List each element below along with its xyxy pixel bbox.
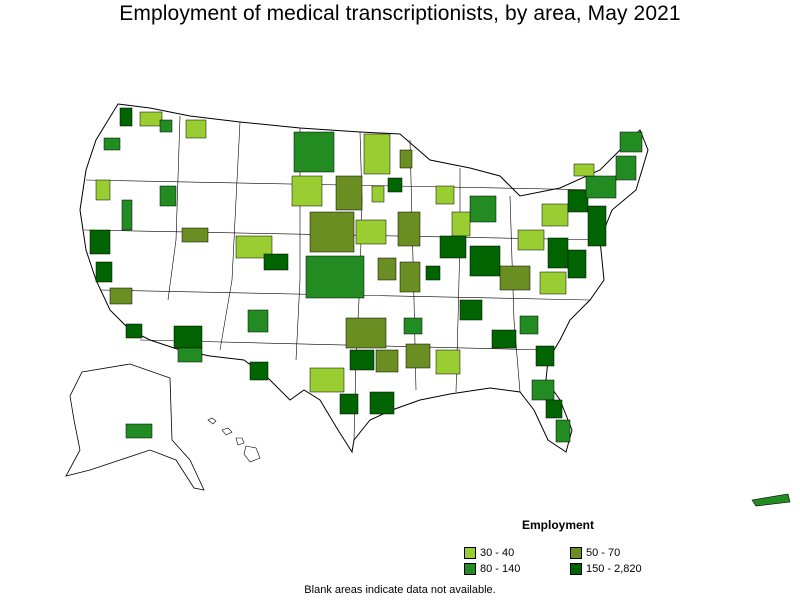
legend-item-50-70: 50 - 70	[570, 547, 620, 559]
area	[159, 185, 177, 207]
area	[103, 137, 121, 151]
area	[173, 325, 203, 349]
area	[355, 219, 387, 245]
legend-swatch	[570, 547, 582, 559]
area	[263, 253, 289, 271]
legend-item-30-40: 30 - 40	[464, 547, 514, 559]
area	[181, 227, 209, 243]
area	[403, 317, 423, 335]
map-title: Employment of medical transcriptionists,…	[119, 2, 681, 25]
area	[439, 235, 467, 259]
area	[109, 287, 133, 305]
area	[435, 185, 455, 205]
area	[309, 367, 345, 393]
area	[125, 323, 143, 339]
area	[619, 131, 643, 153]
area	[387, 177, 403, 193]
area	[567, 189, 589, 213]
area	[547, 237, 569, 269]
area	[89, 229, 111, 255]
area	[121, 199, 133, 231]
area	[587, 205, 607, 247]
area	[491, 329, 517, 349]
area	[363, 133, 391, 175]
legend-label: 50 - 70	[586, 547, 621, 559]
area	[377, 257, 397, 281]
legend-label: 30 - 40	[480, 547, 515, 559]
area	[399, 261, 421, 293]
legend-title: Employment	[522, 518, 595, 532]
area	[139, 111, 163, 127]
footnote: Blank areas indicate data not available.	[304, 584, 496, 596]
puerto-rico-outline	[751, 493, 791, 507]
area	[425, 265, 441, 281]
area	[545, 399, 563, 419]
area	[573, 163, 595, 177]
area	[291, 175, 323, 207]
area	[335, 175, 363, 211]
legend-swatch	[464, 563, 476, 575]
area	[309, 211, 355, 253]
legend-item-150-2820: 150 - 2,820	[570, 563, 642, 575]
legend-item-80-140: 80 - 140	[464, 563, 520, 575]
area	[397, 211, 421, 247]
area	[293, 131, 335, 173]
area	[405, 343, 431, 369]
area	[349, 349, 375, 371]
area	[517, 229, 545, 251]
legend-swatch	[464, 547, 476, 559]
area	[371, 185, 385, 203]
area	[519, 315, 539, 335]
area	[369, 391, 395, 415]
area	[531, 379, 555, 401]
hawaii-islands	[207, 417, 261, 463]
area	[469, 245, 501, 277]
legend-label: 150 - 2,820	[586, 563, 642, 575]
area	[345, 317, 387, 349]
area	[125, 423, 153, 439]
area	[435, 349, 461, 375]
area	[539, 271, 567, 295]
area	[469, 195, 497, 223]
area	[95, 179, 111, 201]
area	[375, 349, 399, 373]
area	[177, 347, 203, 363]
area	[247, 309, 269, 333]
area	[451, 211, 471, 237]
area-fills	[89, 107, 643, 443]
area	[249, 361, 269, 381]
area	[555, 419, 571, 443]
area	[159, 119, 173, 133]
area	[399, 149, 413, 169]
area	[235, 235, 273, 259]
legend-label: 80 - 140	[480, 563, 521, 575]
area	[615, 155, 637, 181]
area	[499, 265, 531, 291]
area	[305, 255, 365, 299]
area	[459, 299, 483, 321]
area	[185, 119, 207, 139]
area	[541, 203, 569, 227]
legend-swatch	[570, 563, 582, 575]
area	[339, 393, 359, 415]
area	[119, 107, 133, 127]
area	[535, 345, 555, 367]
area	[585, 175, 617, 199]
area	[567, 249, 587, 279]
area	[95, 261, 113, 283]
